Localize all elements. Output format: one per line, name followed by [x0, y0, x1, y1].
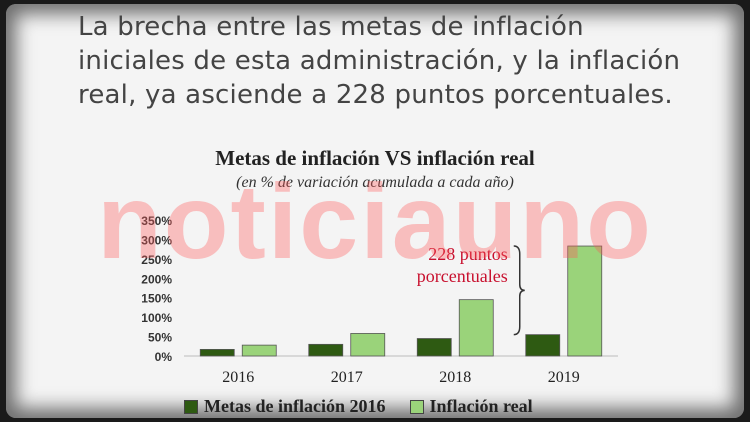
- y-tick-label: 350%: [141, 214, 172, 228]
- chart-title: Metas de inflación VS inflación real: [215, 146, 535, 170]
- legend-label-inflacion: Inflación real: [429, 396, 533, 416]
- annotation-bracket: [513, 245, 525, 336]
- y-tick-label: 50%: [148, 331, 172, 345]
- x-tick-label: 2016: [222, 369, 254, 386]
- image-frame: La brecha entre las metas de inflación i…: [6, 4, 744, 418]
- y-tick-label: 250%: [141, 253, 172, 267]
- chart-subtitle: (en % de variación acumulada a cada año): [236, 174, 514, 191]
- bar-metas-2017: [308, 343, 344, 357]
- bar-inflacion-2016: [241, 344, 277, 357]
- annotation-text: porcentuales: [417, 266, 508, 286]
- bar-inflacion-2018: [458, 299, 494, 357]
- headline-line-3: real, ya asciende a 228 puntos porcentua…: [78, 80, 673, 110]
- x-tick-label: 2018: [439, 369, 471, 386]
- legend-item-inflacion: Inflación real: [409, 396, 533, 417]
- x-tick-label: 2017: [331, 369, 363, 386]
- headline-line-1: La brecha entre las metas de inflación: [78, 12, 584, 42]
- headline: La brecha entre las metas de inflación i…: [78, 10, 718, 112]
- y-tick-label: 150%: [141, 292, 172, 306]
- bar-metas-2016: [199, 348, 235, 357]
- legend-swatch-metas: [184, 399, 198, 414]
- bar-metas-2019: [525, 334, 561, 357]
- y-tick-label: 0%: [155, 350, 173, 364]
- bar-inflacion-2017: [350, 333, 386, 357]
- y-tick-label: 300%: [141, 233, 172, 247]
- legend-item-metas: Metas de inflación 2016: [184, 396, 386, 417]
- headline-line-2: iniciales de esta administración, y la i…: [78, 46, 681, 76]
- bar-chart: 0% 50% 100% 150% 200% 250% 300% 350% 2016 2017 201…: [141, 214, 618, 386]
- legend-label-metas: Metas de inflación 2016: [204, 396, 386, 416]
- y-tick-label: 200%: [141, 272, 172, 286]
- annotation-text: 228 puntos: [428, 244, 508, 264]
- chart-legend: Metas de inflación 2016 Inflación real: [184, 396, 557, 417]
- bar-inflacion-2019: [567, 245, 603, 357]
- x-tick-label: 2019: [548, 369, 580, 386]
- legend-swatch-inflacion: [409, 399, 424, 414]
- bar-metas-2018: [416, 338, 452, 357]
- y-tick-label: 100%: [141, 311, 172, 325]
